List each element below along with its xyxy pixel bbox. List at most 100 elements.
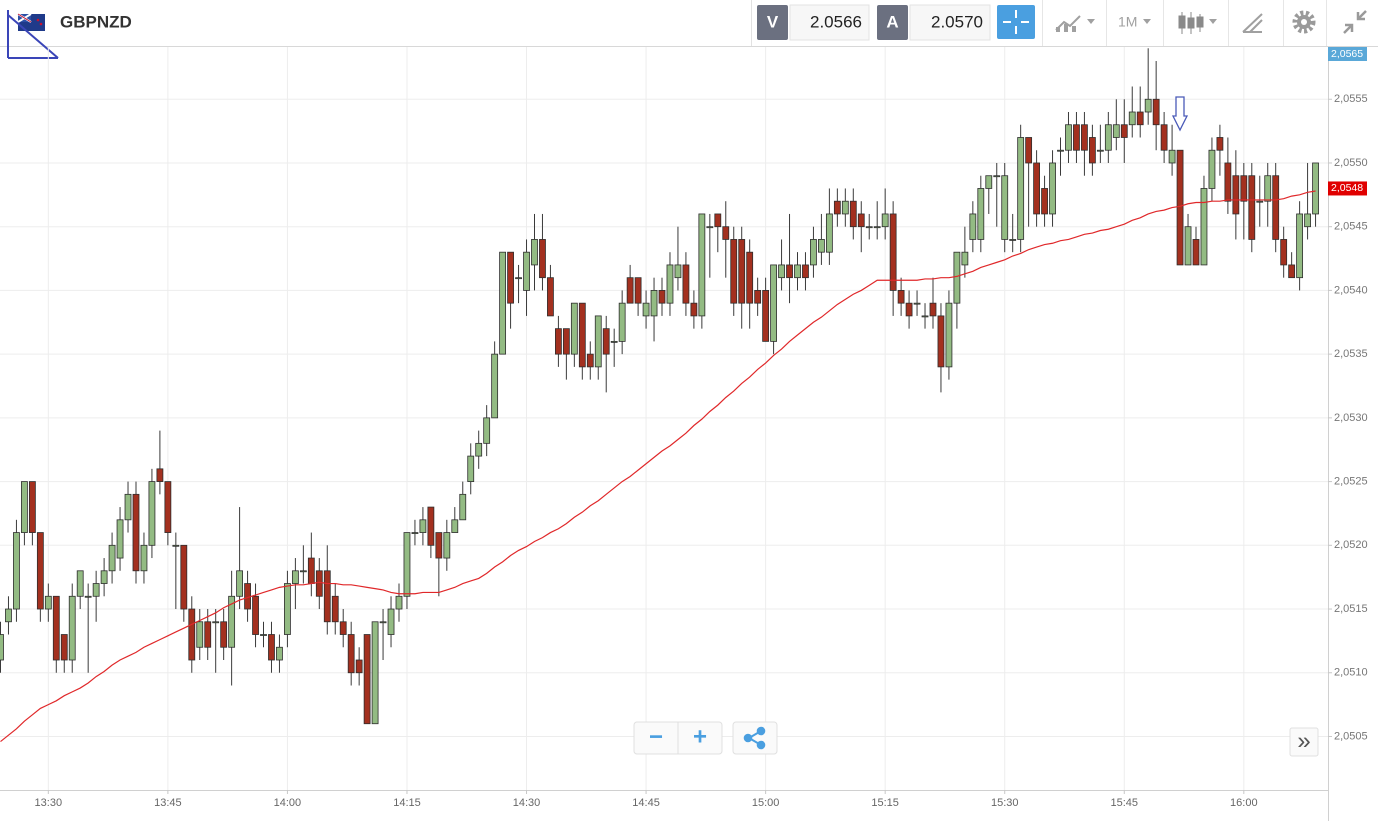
y-tick-label: 2,0545 [1334, 221, 1368, 233]
candle-body [68, 595, 76, 661]
collapse-button[interactable] [1343, 10, 1367, 34]
candle-body [387, 608, 395, 635]
x-tick-label: 14:00 [274, 797, 302, 809]
candle-body [148, 481, 156, 546]
candle-body [666, 264, 674, 304]
candle-body [13, 532, 20, 610]
axes: 2,0505 2,0510 2,0515 2,0520 2,0525 2,0530 2,05… [35, 47, 1368, 809]
candle-body [945, 302, 953, 368]
candle-body [738, 239, 746, 304]
x-tick-label: 14:30 [513, 797, 541, 809]
timeframe[interactable]: 1M [1118, 14, 1137, 30]
candle-body [21, 481, 28, 533]
candle-body [475, 442, 483, 457]
candle-body [1112, 124, 1120, 138]
indicator-button[interactable] [1055, 15, 1095, 32]
candle-body [507, 251, 514, 304]
header-bar [0, 0, 1378, 46]
candle-body [786, 264, 793, 279]
share-icon [743, 726, 766, 750]
candle-body [1104, 124, 1112, 151]
settings-button[interactable] [1292, 10, 1316, 34]
candle-body [594, 315, 602, 368]
candle-body [1304, 213, 1311, 228]
sell-price-box [789, 4, 870, 41]
candle-body [810, 239, 817, 266]
share-button[interactable] [732, 721, 778, 755]
candle-body [1088, 137, 1096, 164]
candle-body [331, 595, 339, 623]
candle-body [977, 188, 985, 240]
candle-body [1128, 111, 1136, 126]
crosshair-button[interactable] [997, 5, 1035, 39]
candle-body [435, 532, 443, 559]
candle-body [451, 519, 459, 533]
x-tick-label: 13:45 [154, 797, 182, 809]
candle-body [499, 251, 507, 355]
candle-body [905, 302, 913, 317]
draw-tool-button[interactable] [1242, 13, 1263, 33]
candle-body [794, 264, 801, 279]
candle-body [531, 239, 538, 266]
candle-body [44, 595, 52, 610]
candle-body [307, 557, 315, 584]
sell-button[interactable] [757, 5, 788, 40]
candle-body [92, 583, 100, 597]
candle-body [953, 251, 961, 304]
y-tick-label: 2,0550 [1334, 157, 1368, 169]
separator [1106, 0, 1107, 46]
candle-body [1184, 226, 1192, 266]
candle-body [0, 634, 4, 661]
candle-body [578, 302, 586, 368]
candle-body [722, 226, 730, 240]
candle-body [204, 621, 212, 648]
candle-body [634, 277, 642, 304]
candle-body [140, 544, 148, 572]
candle-body [857, 213, 865, 228]
chart-type-button[interactable] [1178, 12, 1217, 34]
candle-body [1176, 149, 1184, 266]
candle-body [1009, 239, 1017, 241]
candle-body [36, 532, 44, 610]
candle-body [1096, 149, 1104, 152]
candle-body [1065, 124, 1072, 151]
y-tick-label: 2,0510 [1334, 667, 1368, 679]
candle-body [1232, 175, 1240, 215]
candle-body [276, 646, 283, 661]
candle-body [555, 328, 562, 355]
candle-body [491, 353, 499, 419]
separator [1283, 0, 1284, 46]
buy-button[interactable] [877, 5, 908, 40]
candle-body [172, 544, 180, 547]
candle-body [610, 340, 618, 343]
candle-body [188, 608, 196, 661]
zoom-in[interactable]: + [693, 723, 707, 750]
candle-body [913, 302, 921, 305]
candle-body [833, 200, 841, 215]
candle-body [562, 328, 570, 355]
candle-body [379, 621, 387, 624]
candle-body [682, 264, 690, 304]
candle-body [260, 634, 267, 636]
candle-body [1312, 162, 1319, 215]
candle-body [1168, 149, 1176, 164]
separator [1326, 0, 1327, 46]
candle-body [419, 519, 427, 533]
symbol: GBPNZD [60, 12, 132, 31]
flag-icon [17, 13, 45, 31]
scroll-end-button[interactable] [1289, 727, 1319, 757]
candle-body [706, 226, 714, 229]
zoom-out[interactable]: − [649, 723, 663, 750]
candle-body [730, 239, 738, 304]
drawing-triangle [7, 10, 59, 59]
candle-body [642, 302, 650, 317]
candle-body [897, 290, 905, 304]
candle-body [315, 570, 323, 597]
candle-body [347, 634, 355, 674]
candle-body [268, 634, 275, 661]
separator [1042, 0, 1043, 46]
y-tick-label: 2,0535 [1334, 348, 1368, 360]
